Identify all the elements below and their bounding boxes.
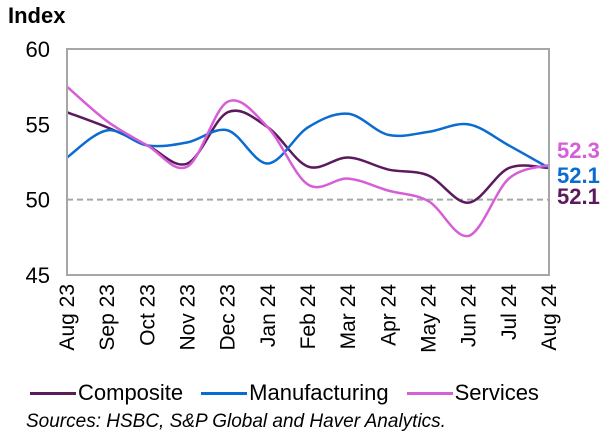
end-labels: 52.152.152.3 (557, 138, 600, 209)
x-tick-label: Mar 24 (337, 284, 360, 350)
legend: Composite Manufacturing Services (30, 379, 557, 407)
x-tick-label: Oct 23 (136, 284, 159, 346)
x-tick-label: Sep 23 (96, 284, 119, 351)
legend-item-services: Services (406, 380, 539, 406)
legend-label-manufacturing: Manufacturing (249, 380, 389, 405)
legend-item-composite: Composite (30, 380, 183, 406)
series-group (66, 85, 550, 238)
x-tick-label: Jan 24 (257, 284, 280, 347)
x-tick-label: Nov 23 (177, 284, 200, 351)
series-line-composite (66, 109, 550, 204)
end-label-manufacturing: 52.1 (557, 163, 600, 188)
x-tick-label: Feb 24 (297, 284, 320, 350)
x-tick-label: Dec 23 (217, 284, 240, 351)
legend-label-services: Services (454, 380, 539, 405)
legend-swatch-composite (30, 391, 76, 395)
y-axis-ticks: 45 50 55 60 (26, 37, 50, 288)
y-tick-label: 45 (26, 263, 50, 288)
legend-label-composite: Composite (78, 380, 184, 405)
source-note: Sources: HSBC, S&P Global and Haver Anal… (26, 411, 446, 432)
x-tick-label: Apr 24 (377, 284, 400, 346)
end-label-composite: 52.1 (557, 184, 600, 209)
x-axis-ticks: Aug 23 Sep 23 Oct 23 Nov 23 Dec 23 Jan 24 Feb … (56, 284, 561, 353)
end-label-services: 52.3 (557, 138, 600, 163)
plot-frame (66, 48, 550, 276)
y-tick-label: 60 (26, 37, 50, 62)
x-tick-label: Jun 24 (458, 284, 481, 347)
y-tick-label: 55 (26, 112, 50, 137)
legend-item-manufacturing: Manufacturing (201, 380, 389, 406)
x-tick-label: Aug 23 (56, 284, 79, 351)
series-line-services (66, 85, 550, 238)
x-tick-label: Aug 24 (538, 284, 561, 351)
y-tick-label: 50 (26, 188, 50, 213)
legend-swatch-manufacturing (201, 391, 248, 395)
y-axis-label: Index (8, 3, 66, 28)
x-tick-label: Jul 24 (498, 284, 521, 340)
x-tick-label: May 24 (418, 284, 441, 353)
legend-swatch-services (406, 391, 453, 395)
